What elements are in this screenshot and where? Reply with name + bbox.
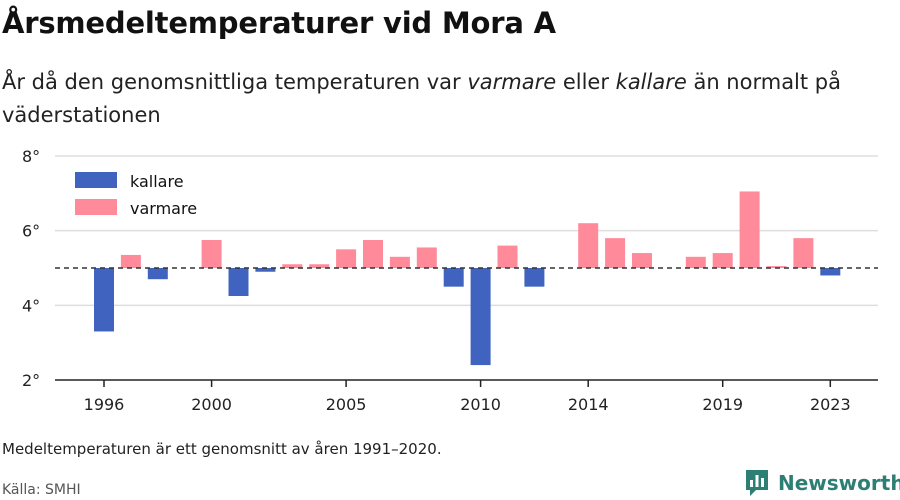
y-tick-label: 8° bbox=[22, 147, 40, 166]
y-axis: 2° 4° 6° 8° bbox=[22, 147, 40, 390]
subtitle-suffix: än normalt på väderstationen bbox=[2, 70, 841, 127]
chart-subtitle: År då den genomsnittliga temperaturen va… bbox=[2, 66, 882, 132]
legend-colder-swatch bbox=[75, 172, 117, 188]
y-tick-label: 2° bbox=[22, 371, 40, 390]
bar-2018 bbox=[685, 256, 706, 268]
footnote: Medeltemperaturen är ett genomsnitt av å… bbox=[2, 440, 442, 458]
bar-2006 bbox=[363, 240, 383, 268]
bar-2002 bbox=[255, 268, 276, 272]
bar-2015 bbox=[605, 238, 626, 268]
bar-2007 bbox=[389, 256, 410, 268]
bar-1997 bbox=[120, 254, 141, 268]
bar-1996 bbox=[94, 268, 114, 332]
x-tick-label: 1996 bbox=[84, 395, 125, 414]
y-tick-label: 4° bbox=[22, 296, 40, 315]
x-tick-label: 2023 bbox=[810, 395, 851, 414]
subtitle-warm-word: varmare bbox=[467, 70, 557, 94]
bar-2016 bbox=[632, 253, 652, 268]
bar-2011 bbox=[497, 245, 518, 268]
x-tick-label: 2019 bbox=[702, 395, 743, 414]
y-tick-label: 6° bbox=[22, 222, 40, 241]
bar-2003 bbox=[282, 264, 303, 268]
bar-2014 bbox=[578, 223, 599, 268]
x-tick-label: 2010 bbox=[460, 395, 501, 414]
bar-2021 bbox=[766, 266, 787, 268]
bar-2010 bbox=[470, 268, 491, 366]
x-tick-label: 2014 bbox=[568, 395, 609, 414]
newsworthy-logo[interactable]: Newsworthy bbox=[744, 468, 900, 498]
brand-name: Newsworthy bbox=[778, 471, 900, 495]
subtitle-mid: eller bbox=[556, 70, 616, 94]
bar-2009 bbox=[443, 268, 464, 287]
bar-1998 bbox=[147, 268, 168, 280]
bar-chart: 2° 4° 6° 8° 1996 2000 2005 2010 2014 2019 2023 ka… bbox=[22, 147, 878, 414]
source-credit: Källa: SMHI bbox=[2, 482, 81, 498]
newsworthy-logo-icon bbox=[746, 470, 768, 496]
bar-2023 bbox=[820, 268, 841, 276]
bar-2001 bbox=[228, 268, 249, 296]
bars bbox=[94, 191, 841, 366]
bar-2022 bbox=[793, 238, 814, 268]
legend-colder-label: kallare bbox=[130, 172, 184, 191]
bar-2008 bbox=[416, 247, 437, 268]
legend-warmer-label: varmare bbox=[130, 199, 197, 218]
bar-2012 bbox=[524, 268, 545, 287]
bar-2020 bbox=[739, 191, 760, 268]
legend-warmer-swatch bbox=[75, 199, 117, 215]
bar-2000 bbox=[201, 240, 222, 268]
legend: kallare varmare bbox=[75, 172, 197, 218]
bar-2019 bbox=[712, 253, 733, 268]
subtitle-prefix: År då den genomsnittliga temperaturen va… bbox=[2, 70, 468, 94]
x-tick-label: 2000 bbox=[191, 395, 232, 414]
x-axis: 1996 2000 2005 2010 2014 2019 2023 bbox=[84, 380, 851, 414]
bar-2004 bbox=[309, 264, 330, 268]
x-tick-label: 2005 bbox=[326, 395, 367, 414]
chart-title: Årsmedeltemperaturer vid Mora A bbox=[2, 6, 556, 40]
bar-2005 bbox=[336, 249, 357, 268]
subtitle-cold-word: kallare bbox=[615, 70, 687, 94]
